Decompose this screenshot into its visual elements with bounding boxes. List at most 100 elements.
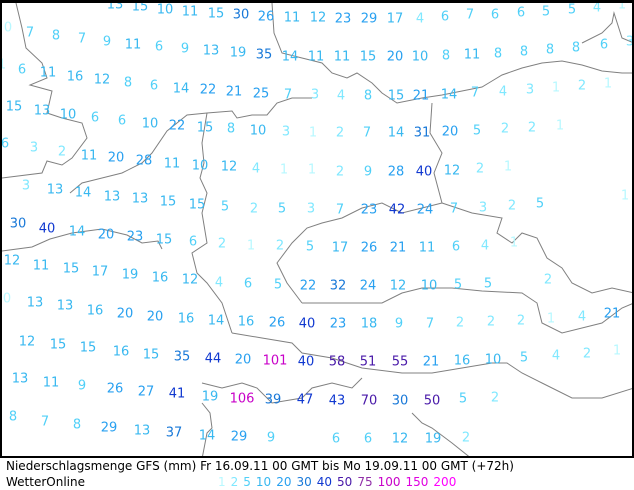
precipitation-value: 47 (296, 392, 314, 408)
coastline-continent (69, 97, 312, 194)
precipitation-value: 12 (391, 431, 409, 447)
precipitation-value: 20 (97, 227, 115, 243)
precipitation-value: 4 (577, 309, 587, 325)
precipitation-value: 4 (592, 0, 602, 16)
precipitation-value: 10 (59, 107, 77, 123)
precipitation-value: 12 (220, 159, 238, 175)
precipitation-value: 21 (412, 88, 430, 104)
precipitation-value: 4 (336, 88, 346, 104)
precipitation-value: 15 (188, 197, 206, 213)
precipitation-value: 15 (49, 337, 67, 353)
precipitation-value: 15 (142, 347, 160, 363)
precipitation-value: 11 (307, 49, 325, 65)
precipitation-value: 22 (168, 118, 186, 134)
precipitation-value: 5 (541, 4, 551, 20)
precipitation-value: 7 (40, 414, 50, 430)
precipitation-value: 8 (72, 417, 82, 433)
precipitation-value: 8 (493, 46, 503, 62)
precipitation-value: 30 (232, 7, 250, 23)
precipitation-value: 35 (173, 349, 191, 365)
precipitation-value: 22 (299, 278, 317, 294)
legend-entry: 2 (230, 475, 239, 489)
legend-entry: 75 (357, 475, 373, 489)
precipitation-value: 16 (453, 353, 471, 369)
precipitation-value: 6 (331, 431, 341, 447)
precipitation-value: 13 (11, 371, 29, 387)
brand-label: WetterOnline (6, 475, 85, 489)
precipitation-value: 9 (180, 41, 190, 57)
legend-entry: 10 (255, 475, 272, 489)
precipitation-value: 32 (329, 278, 347, 294)
precipitation-value: 29 (360, 11, 378, 27)
precipitation-value: 26 (106, 381, 124, 397)
precipitation-value: 6 (451, 239, 461, 255)
precipitation-value: 15 (359, 49, 377, 65)
precipitation-value: 11 (32, 258, 50, 274)
precipitation-value: 20 (107, 150, 125, 166)
precipitation-value: 8 (571, 40, 581, 56)
precipitation-value: 6 (363, 431, 373, 447)
precipitation-value: 12 (3, 253, 21, 269)
precipitation-value: 39 (264, 392, 282, 408)
coastline-baltic (581, 11, 632, 44)
precipitation-value: 15 (159, 194, 177, 210)
precipitation-value: 3 (21, 178, 31, 194)
precipitation-value: 14 (207, 313, 225, 329)
precipitation-value: 3 (306, 201, 316, 217)
precipitation-value: 11 (163, 156, 181, 172)
precipitation-value: 12 (93, 72, 111, 88)
precipitation-value: 2 (577, 78, 587, 94)
precipitation-value: 3 (625, 34, 634, 50)
border-switzerland (201, 377, 363, 404)
precipitation-value: 6 (117, 113, 127, 129)
precipitation-value: 17 (91, 264, 109, 280)
precipitation-value: 7 (362, 125, 372, 141)
coastline-uk (2, 3, 88, 179)
precipitation-value: 11 (39, 65, 57, 81)
precipitation-value: 10 (191, 158, 209, 174)
precipitation-value: 5 (273, 277, 283, 293)
precipitation-value: 11 (333, 49, 351, 65)
precipitation-value: 2 (335, 125, 345, 141)
precipitation-value: 13 (56, 298, 74, 314)
precipitation-value: 51 (359, 354, 377, 370)
legend-entry: 150 (405, 475, 429, 489)
precipitation-value: 13 (131, 191, 149, 207)
precipitation-value: 70 (360, 393, 378, 409)
legend-entry: 40 (316, 475, 333, 489)
precipitation-value: 6 (599, 37, 609, 53)
precipitation-value: 16 (112, 344, 130, 360)
precipitation-value: 21 (603, 306, 621, 322)
precipitation-value: 24 (359, 278, 377, 294)
precipitation-value: 20 (234, 352, 252, 368)
precipitation-value: 4 (480, 238, 490, 254)
precipitation-value: 7 (335, 202, 345, 218)
precipitation-value: 1 (503, 159, 513, 175)
precipitation-value: 4 (415, 11, 425, 27)
precipitation-value: 5 (305, 239, 315, 255)
precipitation-value: 7 (283, 87, 293, 103)
precipitation-value: 7 (25, 25, 35, 41)
precipitation-value: 22 (199, 82, 217, 98)
precipitation-value: 0 (3, 20, 13, 36)
precipitation-value: 12 (443, 163, 461, 179)
precipitation-value: 10 (484, 352, 502, 368)
precipitation-value: 17 (331, 240, 349, 256)
precipitation-value: 1 (551, 80, 561, 96)
precipitation-value: 8 (123, 75, 133, 91)
precipitation-value: 43 (328, 393, 346, 409)
precipitation-value: 16 (177, 311, 195, 327)
coastline-denmark (271, 3, 632, 104)
precipitation-value: 9 (102, 34, 112, 50)
precipitation-value: 5 (453, 277, 463, 293)
precipitation-value: 2 (475, 161, 485, 177)
precipitation-value: 5 (458, 391, 468, 407)
precipitation-value: 23 (126, 229, 144, 245)
legend-entry: 100 (377, 475, 401, 489)
precipitation-value: 2 (516, 313, 526, 329)
precipitation-value: 29 (230, 429, 248, 445)
precipitation-value: 13 (26, 295, 44, 311)
precipitation-value: 18 (360, 316, 378, 332)
precipitation-value: 15 (131, 0, 149, 15)
precipitation-value: 12 (309, 10, 327, 26)
